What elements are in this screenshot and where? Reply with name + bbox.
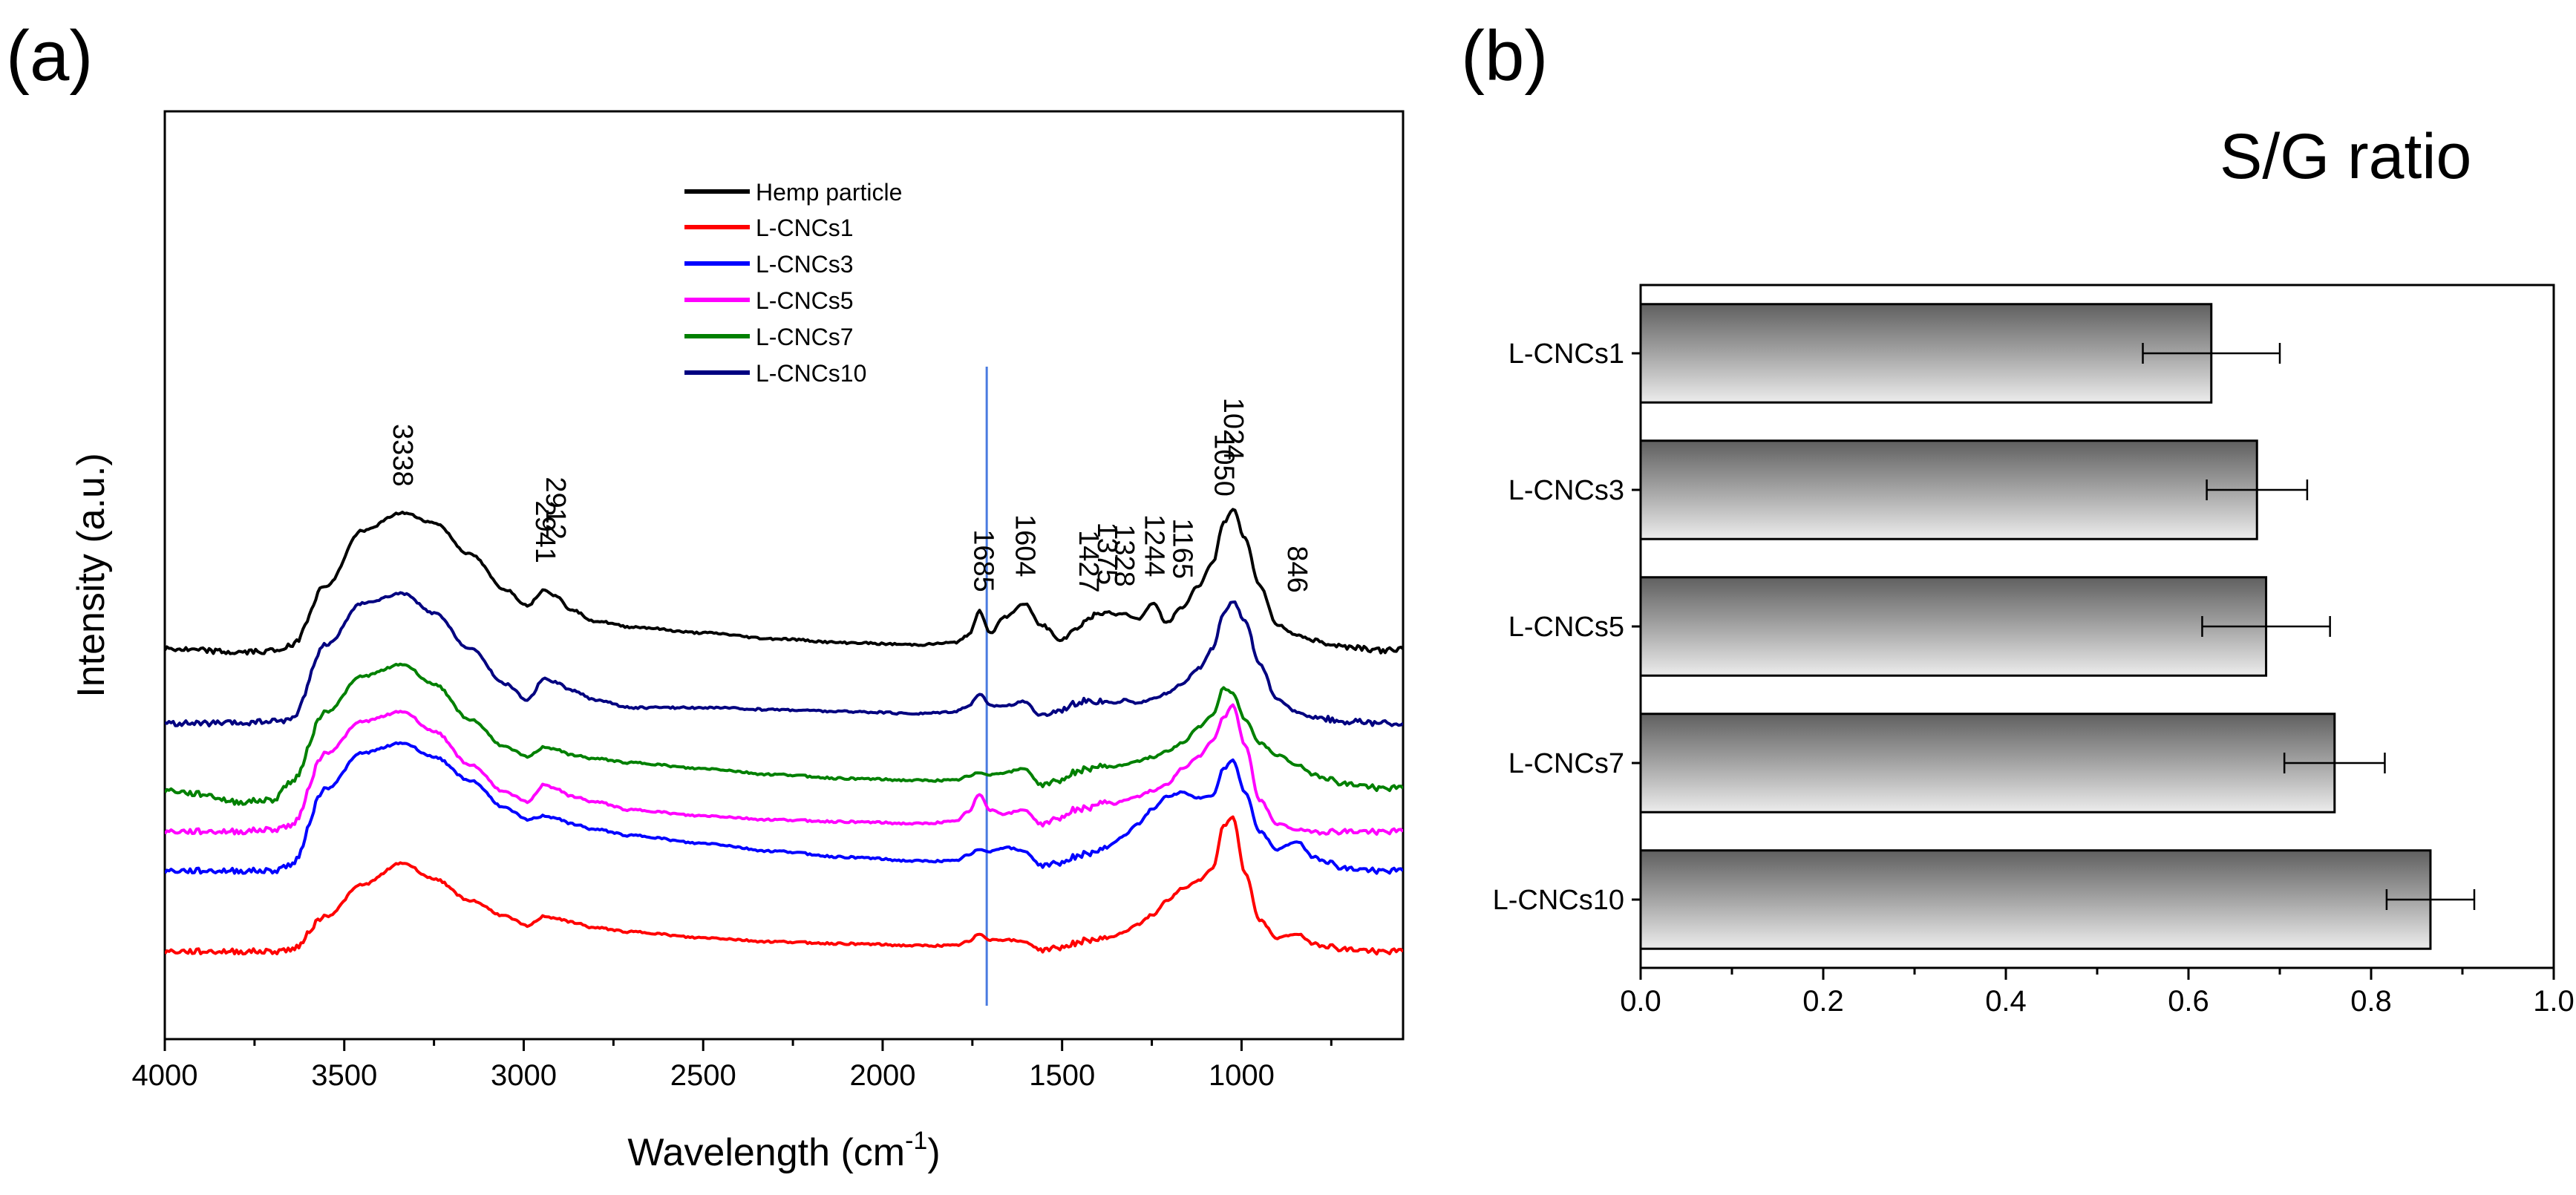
legend-label-l-cncs1: L-CNCs1 bbox=[756, 215, 854, 241]
bar-l-cncs7 bbox=[1639, 713, 2336, 813]
series-line-l-cncs10 bbox=[165, 591, 1403, 727]
sg-x-tick-label-0-4: 0.4 bbox=[1985, 985, 2027, 1018]
spectrum-series bbox=[165, 508, 1403, 956]
peak-label-1685: 1685 bbox=[967, 529, 998, 592]
spectrum-x-axis: 4000 3500 3000 2500 2000 1500 1000 bbox=[132, 1039, 1333, 1092]
legend-label-l-cncs5: L-CNCs5 bbox=[756, 287, 854, 314]
bar-l-cncs5 bbox=[1639, 576, 2268, 677]
peak-label-1050: 1050 bbox=[1208, 433, 1239, 497]
legend-label-hemp-particle: Hemp particle bbox=[756, 179, 902, 206]
panel-b: (b) S/G ratio L-CNCs1L-CNCs3L-CNCs5L-CNC… bbox=[1461, 16, 2575, 1018]
sg-x-tick-label-0-0: 0.0 bbox=[1620, 985, 1661, 1018]
peak-label-1244: 1244 bbox=[1138, 514, 1169, 577]
legend-label-l-cncs7: L-CNCs7 bbox=[756, 324, 854, 350]
panel-a-label: (a) bbox=[6, 16, 93, 96]
bar-l-cncs10 bbox=[1639, 849, 2432, 950]
bar-l-cncs3 bbox=[1639, 439, 2258, 540]
category-label-l-cncs1: L-CNCs1 bbox=[1508, 338, 1624, 370]
peak-label-1427: 1427 bbox=[1073, 530, 1104, 593]
category-label-l-cncs5: L-CNCs5 bbox=[1508, 612, 1624, 643]
sg-chart-title: S/G ratio bbox=[2220, 121, 2471, 192]
series-line-hemp-particle bbox=[165, 508, 1403, 656]
series-line-l-cncs7 bbox=[165, 662, 1403, 806]
category-label-l-cncs10: L-CNCs10 bbox=[1493, 885, 1624, 916]
category-label-l-cncs7: L-CNCs7 bbox=[1508, 748, 1624, 779]
peak-label-2941: 2941 bbox=[529, 500, 560, 563]
bar-l-cncs1 bbox=[1639, 303, 2213, 404]
peak-label-1328: 1328 bbox=[1108, 524, 1140, 587]
spectrum-y-axis-title: Intensity (a.u.) bbox=[70, 453, 113, 697]
peak-label-1165: 1165 bbox=[1167, 518, 1198, 579]
peak-label-1024: 1024 bbox=[1217, 398, 1249, 461]
x-title-main: Wavelength (cm bbox=[627, 1131, 905, 1174]
x-tick-label-4000: 4000 bbox=[132, 1059, 198, 1092]
series-line-l-cncs1 bbox=[165, 815, 1403, 956]
peak-label-2912: 2912 bbox=[540, 477, 571, 540]
peak-label-3338: 3338 bbox=[387, 424, 418, 487]
series-line-l-cncs5 bbox=[165, 703, 1403, 836]
sg-x-axis: 0.0 0.2 0.4 0.6 0.8 1.0 bbox=[1620, 968, 2575, 1018]
peak-label-846: 846 bbox=[1281, 546, 1312, 592]
x-tick-label-3000: 3000 bbox=[491, 1059, 557, 1092]
peak-label-1375: 1375 bbox=[1091, 523, 1122, 586]
x-tick-label-3500: 3500 bbox=[311, 1059, 377, 1092]
category-label-l-cncs3: L-CNCs3 bbox=[1508, 475, 1624, 506]
spectrum-legend: Hemp particle L-CNCs1 L-CNCs3 L-CNCs5 L-… bbox=[684, 179, 902, 387]
sg-x-tick-label-1-0: 1.0 bbox=[2533, 985, 2575, 1018]
spectrum-plot-frame bbox=[163, 110, 1405, 1041]
x-tick-label-2000: 2000 bbox=[849, 1059, 915, 1092]
x-tick-label-1500: 1500 bbox=[1029, 1059, 1095, 1092]
legend-label-l-cncs3: L-CNCs3 bbox=[756, 251, 854, 278]
sg-x-tick-label-0-8: 0.8 bbox=[2350, 985, 2392, 1018]
sg-x-tick-label-0-6: 0.6 bbox=[2168, 985, 2209, 1018]
x-title-end: ) bbox=[927, 1131, 940, 1174]
x-title-superscript: -1 bbox=[905, 1127, 927, 1155]
x-tick-label-2500: 2500 bbox=[670, 1059, 736, 1092]
spectrum-x-axis-title: Wavelength (cm-1) bbox=[627, 1127, 940, 1174]
panel-b-label: (b) bbox=[1461, 16, 1548, 96]
sg-x-tick-label-0-2: 0.2 bbox=[1802, 985, 1844, 1018]
x-tick-label-1000: 1000 bbox=[1209, 1059, 1275, 1092]
series-line-l-cncs3 bbox=[165, 741, 1403, 875]
panel-a: (a) 4000 3500 3000 2500 2000 1500 1000 3338 294… bbox=[6, 16, 1405, 1174]
legend-label-l-cncs10: L-CNCs10 bbox=[756, 360, 866, 387]
sg-bars: L-CNCs1 L-CNCs3 L-CNCs5 L-CNCs7 L-CNCs10 bbox=[1493, 303, 2476, 950]
peak-label-1604: 1604 bbox=[1009, 514, 1040, 577]
